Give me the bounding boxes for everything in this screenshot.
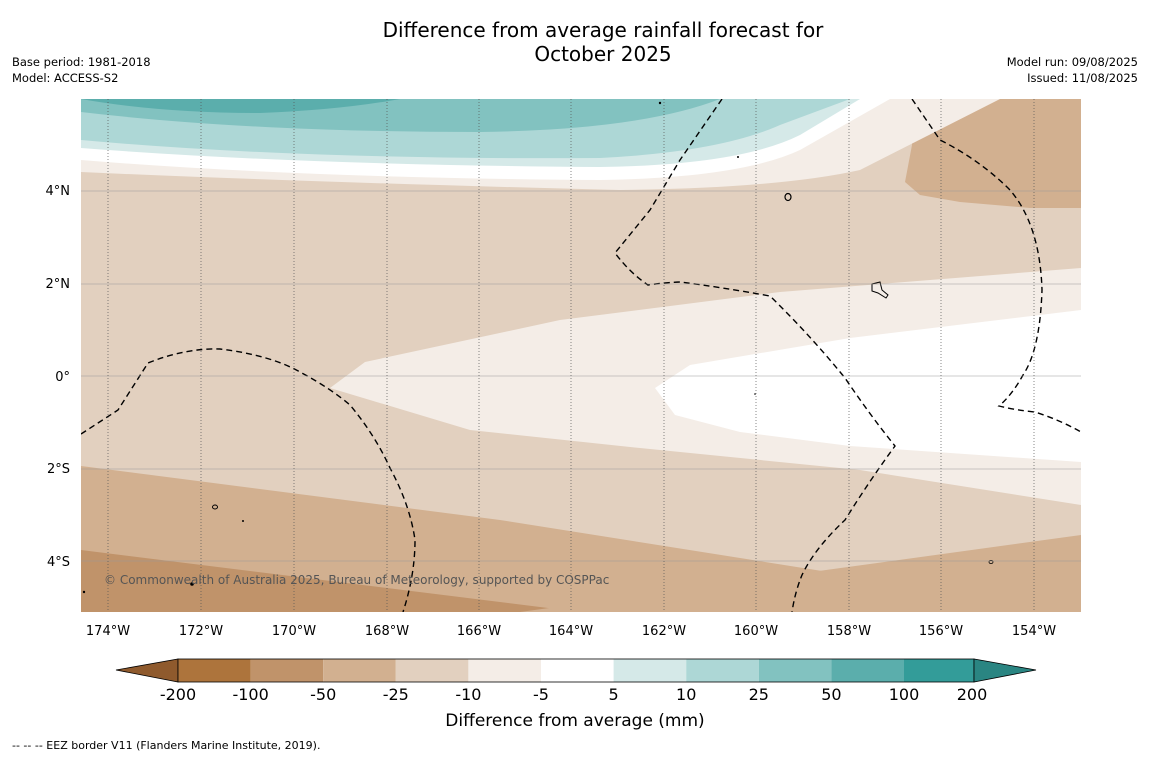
colorbar-tick-label: -100 <box>232 685 268 704</box>
island-outline <box>212 504 218 510</box>
lon-label: 166°W <box>457 624 501 639</box>
island-dot <box>737 156 739 158</box>
lon-label: 158°W <box>827 624 871 639</box>
island-dot <box>190 582 194 586</box>
model-text: Model: ACCESS-S2 <box>12 71 119 85</box>
island-outline <box>871 281 889 299</box>
lat-label: 4°S <box>47 555 70 570</box>
lat-label: 2°N <box>46 277 71 292</box>
colorbar-segment <box>250 659 324 682</box>
island-outline <box>988 560 994 565</box>
lon-label: 154°W <box>1012 624 1056 639</box>
eez-border-line <box>911 99 1081 433</box>
band-neutral <box>655 310 1081 462</box>
meta-right: Model run: 09/08/2025 Issued: 11/08/2025 <box>1007 54 1138 86</box>
colorbar-tick-label: -200 <box>160 685 196 704</box>
patch-minus50-ne <box>905 99 1081 208</box>
colorbar-title: Difference from average (mm) <box>445 711 704 731</box>
colorbar-segment <box>613 659 687 682</box>
lon-label: 160°W <box>734 624 778 639</box>
base-period-text: Base period: 1981-2018 <box>12 55 151 69</box>
colorbar-segment <box>831 659 904 682</box>
colorbar-segment <box>541 659 614 682</box>
colorbar-tick-label: 25 <box>749 685 769 704</box>
colorbar-tick-label: 10 <box>676 685 696 704</box>
map-title-line2: October 2025 <box>534 42 672 66</box>
island-outline <box>784 192 792 202</box>
colorbar-tick-label: 100 <box>889 685 920 704</box>
island-dot <box>82 590 86 594</box>
eez-legend-note: -- -- -- EEZ border V11 (Flanders Marine… <box>12 739 321 752</box>
model-run-text: Model run: 09/08/2025 <box>1006 55 1138 69</box>
graticule <box>81 99 1081 612</box>
colorbar-tick-label: 200 <box>957 685 988 704</box>
colorbar-tick-label: -5 <box>533 685 549 704</box>
rainfall-anomaly-field <box>81 99 1081 612</box>
colorbar-segment <box>395 659 469 682</box>
colorbar-tick-label: -50 <box>310 685 336 704</box>
colorbar-segments <box>178 659 974 682</box>
copyright-text: © Commonwealth of Australia 2025, Bureau… <box>104 573 609 587</box>
lat-label: 0° <box>55 370 70 385</box>
lon-label: 156°W <box>919 624 963 639</box>
colorbar: -200 -100 -50 -25 -10 -5 5 10 25 50 100 … <box>115 658 1037 731</box>
lat-label: 2°S <box>47 462 70 477</box>
colorbar-segment <box>178 659 251 682</box>
island-dot <box>754 393 756 395</box>
issued-text: Issued: 11/08/2025 <box>1027 71 1138 85</box>
band-minus100 <box>81 550 580 612</box>
eez-borders <box>81 99 1081 612</box>
colorbar-segment <box>468 659 541 682</box>
lon-label: 170°W <box>272 624 316 639</box>
eez-border-line <box>614 99 896 612</box>
colorbar-tick-label: -25 <box>383 685 409 704</box>
lon-label: 162°W <box>642 624 686 639</box>
colorbar-tick-label: 50 <box>821 685 841 704</box>
band-plus50 <box>81 99 400 113</box>
colorbar-segment <box>686 659 759 682</box>
meta-left: Base period: 1981-2018 Model: ACCESS-S2 <box>12 54 151 86</box>
colorbar-under-arrow <box>115 658 179 683</box>
colorbar-segment <box>904 659 974 682</box>
lon-label: 168°W <box>365 624 409 639</box>
map-title: Difference from average rainfall forecas… <box>300 18 906 66</box>
colorbar-segment <box>323 659 396 682</box>
island-dot <box>242 520 244 522</box>
island-dot <box>658 101 662 105</box>
lon-label: 174°W <box>86 624 130 639</box>
colorbar-segment <box>758 659 832 682</box>
colorbar-over-arrow <box>973 658 1037 683</box>
lon-label: 172°W <box>179 624 223 639</box>
colorbar-tick-label: 5 <box>609 685 619 704</box>
map-title-line1: Difference from average rainfall forecas… <box>382 18 824 42</box>
lon-label: 164°W <box>549 624 593 639</box>
lat-label: 4°N <box>46 184 71 199</box>
colorbar-tick-label: -10 <box>455 685 481 704</box>
band-minus50-east <box>520 535 1081 612</box>
